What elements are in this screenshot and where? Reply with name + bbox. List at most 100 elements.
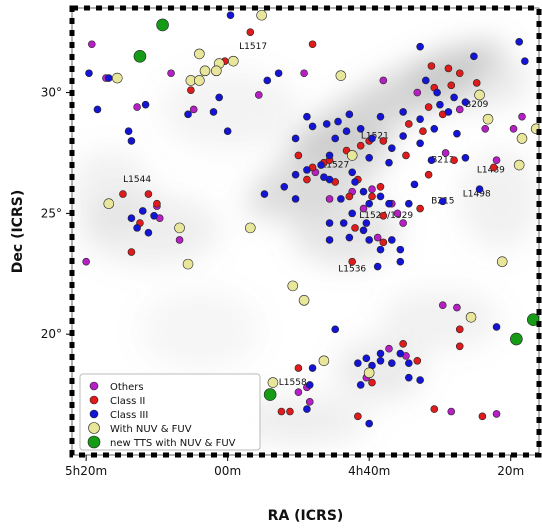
- data-point: [144, 228, 153, 237]
- legend-marker: [88, 422, 100, 434]
- data-point: [305, 398, 314, 406]
- data-point: [246, 28, 255, 36]
- data-point: [153, 199, 161, 208]
- data-point: [182, 258, 194, 270]
- data-point: [492, 156, 501, 165]
- data-point: [263, 76, 272, 85]
- map-blank-corner: [72, 8, 100, 60]
- data-point: [346, 150, 358, 161]
- data-point: [351, 178, 359, 186]
- data-point: [325, 195, 334, 203]
- data-point: [373, 262, 382, 271]
- data-point: [399, 108, 407, 116]
- data-point: [133, 50, 147, 63]
- region-label: L1544: [123, 175, 151, 185]
- data-point: [447, 407, 456, 416]
- data-point: [379, 238, 388, 247]
- data-point: [510, 332, 523, 346]
- x-tick-label: 00m: [214, 464, 241, 478]
- legend: Others Class II Class III With NUV & FUV new…: [79, 373, 261, 451]
- data-point: [175, 236, 184, 244]
- y-tick-label: 20°: [41, 327, 62, 341]
- data-point: [421, 76, 430, 85]
- data-point: [509, 125, 518, 133]
- data-point: [127, 248, 136, 256]
- legend-box: [79, 373, 261, 451]
- series-others: [82, 40, 526, 418]
- data-point: [345, 233, 354, 242]
- data-point: [461, 154, 470, 162]
- data-point: [455, 325, 464, 334]
- series-new-tts-with-nuv-fuv: [133, 18, 539, 401]
- data-point: [362, 219, 371, 227]
- data-point: [450, 156, 458, 165]
- data-point: [88, 40, 96, 49]
- data-point: [199, 65, 211, 77]
- data-point: [388, 236, 396, 244]
- data-point: [85, 69, 93, 78]
- data-point: [359, 204, 368, 213]
- legend-marker: [89, 409, 99, 419]
- data-point: [298, 295, 310, 306]
- region-label: L1536: [338, 264, 366, 274]
- data-point: [368, 192, 376, 201]
- data-point: [141, 100, 150, 109]
- data-point: [348, 168, 357, 177]
- data-point: [133, 224, 141, 232]
- data-point: [453, 303, 461, 312]
- legend-label: Others: [110, 382, 144, 393]
- data-point: [320, 173, 328, 181]
- data-point: [376, 192, 385, 201]
- data-point: [339, 219, 348, 227]
- data-point: [413, 356, 422, 365]
- data-point: [318, 355, 330, 367]
- y-tick-label: 30°: [41, 86, 62, 100]
- data-point: [119, 190, 127, 198]
- data-point: [345, 192, 354, 201]
- data-point: [337, 195, 345, 203]
- data-point: [388, 359, 396, 367]
- data-point: [436, 100, 444, 109]
- data-point: [455, 69, 464, 78]
- x-axis-title: RA (ICRS): [268, 508, 344, 524]
- data-point: [416, 42, 424, 51]
- data-point: [150, 211, 158, 220]
- data-point: [396, 257, 405, 266]
- data-point: [405, 373, 413, 382]
- data-point: [424, 170, 433, 179]
- data-point: [354, 359, 362, 367]
- data-point: [424, 103, 433, 111]
- data-point: [245, 222, 256, 234]
- data-point: [144, 190, 153, 198]
- data-point: [478, 412, 487, 421]
- data-point: [465, 311, 477, 323]
- data-point: [461, 98, 470, 107]
- data-point: [365, 419, 373, 428]
- data-point: [356, 125, 365, 133]
- data-point: [322, 120, 331, 128]
- data-point: [368, 134, 376, 143]
- region-label: B209: [465, 100, 489, 110]
- data-point: [363, 367, 375, 379]
- data-point: [416, 139, 424, 148]
- data-point: [405, 199, 413, 208]
- axes: 5h20m 00m 4h40m 20m 20° 25° 30° RA (ICRS) Dec (I…: [10, 86, 524, 524]
- data-point: [291, 195, 300, 203]
- x-tick-label: 4h40m: [348, 464, 390, 478]
- data-point: [482, 113, 494, 125]
- data-point: [379, 137, 388, 145]
- data-point: [359, 187, 368, 196]
- data-point: [104, 74, 113, 82]
- data-point: [489, 163, 498, 172]
- data-point: [174, 222, 185, 234]
- data-point: [303, 166, 311, 174]
- region-label: L1527: [321, 160, 349, 170]
- data-point: [93, 105, 102, 114]
- legend-label: new TTS with NUV & FUV: [110, 438, 236, 449]
- data-point: [308, 364, 317, 372]
- data-point: [521, 57, 529, 65]
- data-point: [388, 144, 396, 152]
- data-point: [430, 405, 439, 413]
- data-point: [103, 198, 115, 210]
